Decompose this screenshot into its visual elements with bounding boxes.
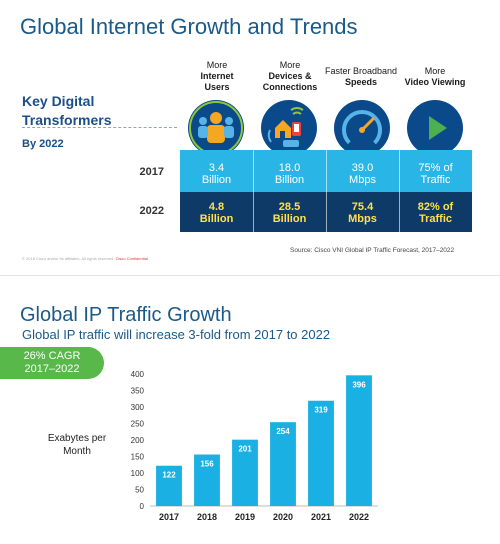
stat-unit: Billion <box>272 213 307 225</box>
bar-value-label: 156 <box>200 460 214 469</box>
chart-layer: 0 50 100 150 200 250 300 350 400 122 2017 156 2018 20… <box>131 370 378 522</box>
bar <box>346 375 372 506</box>
dashed-divider <box>22 127 177 128</box>
bar <box>308 400 334 506</box>
y-tick-label: 300 <box>131 403 145 412</box>
bar <box>194 454 220 506</box>
stat-value: 4.8 <box>208 201 225 213</box>
category-header-broadband: Faster Broadband Speeds <box>318 66 404 88</box>
y-tick-label: 350 <box>131 387 145 396</box>
stat-unit: Traffic <box>420 174 451 186</box>
y-tick-label: 400 <box>131 370 145 379</box>
stat-value: 3.4 <box>208 162 225 174</box>
y-axis-label-line: Month <box>63 446 91 457</box>
copyright-text: © 2018 Cisco and/or its affiliates. All … <box>22 256 115 261</box>
key-line: Key Digital <box>22 93 95 109</box>
y-axis-label-line: Exabytes per <box>47 433 107 444</box>
bar-value-label: 396 <box>352 380 366 389</box>
cagr-badge: 26% CAGR 2017–2022 <box>0 347 104 379</box>
stat-cell-2022-broadband: 75.4 Mbps <box>326 201 399 225</box>
category-header-line: Faster Broadband <box>324 66 398 76</box>
column-divider <box>399 150 400 232</box>
category-header-line: Video Viewing <box>404 77 466 87</box>
stat-cell-2017-devices: 18.0 Billion <box>253 162 326 186</box>
stat-value: 18.0 <box>278 162 301 174</box>
category-header-line: Speeds <box>344 77 377 87</box>
y-tick-label: 250 <box>131 420 145 429</box>
copyright-footer: © 2018 Cisco and/or its affiliates. All … <box>22 256 148 261</box>
column-divider <box>253 150 254 232</box>
category-header-line: Internet <box>200 71 234 81</box>
stat-cell-2022-users: 4.8 Billion <box>180 201 253 225</box>
stat-unit: Traffic <box>418 213 452 225</box>
stat-unit: Billion <box>201 174 232 186</box>
cagr-rate: 26% CAGR <box>23 350 81 362</box>
stat-unit: Mbps <box>349 174 376 186</box>
category-header-line: Users <box>204 82 230 92</box>
stat-value: 75% of <box>418 162 453 174</box>
column-divider <box>326 150 327 232</box>
bar <box>156 465 182 506</box>
y-axis-label: Exabytes per Month <box>32 432 122 458</box>
key-line: Transformers <box>22 112 112 128</box>
category-header-video: More Video Viewing <box>398 66 472 88</box>
category-header-users: More Internet Users <box>180 60 254 93</box>
devices-icon <box>261 100 317 156</box>
stat-unit: Billion <box>199 213 234 225</box>
category-header-devices: More Devices & Connections <box>253 60 327 93</box>
by-year-label: By 2022 <box>22 138 64 150</box>
stat-cell-2017-users: 3.4 Billion <box>180 162 253 186</box>
bar <box>232 439 258 506</box>
bar-value-label: 254 <box>276 427 290 436</box>
bar-value-label: 319 <box>314 406 328 415</box>
bar-value-label: 122 <box>162 471 176 480</box>
speedometer-icon <box>334 100 390 156</box>
x-tick-label: 2018 <box>197 512 217 522</box>
stat-unit: Mbps <box>348 213 377 225</box>
x-tick-label: 2022 <box>349 512 369 522</box>
bar-value-label: 201 <box>238 445 252 454</box>
stat-cell-2022-video: 82% of Traffic <box>399 201 472 225</box>
x-tick-label: 2021 <box>311 512 331 522</box>
user-icon <box>188 100 244 156</box>
slide2-subtitle: Global IP traffic will increase 3-fold f… <box>22 327 331 342</box>
slide1-title: Global Internet Growth and Trends <box>20 14 358 39</box>
category-header-line: More <box>206 60 228 70</box>
confidential-label: Cisco Confidential <box>115 256 148 261</box>
play-icon <box>407 100 463 156</box>
stat-cell-2017-broadband: 39.0 Mbps <box>326 162 399 186</box>
stat-value: 39.0 <box>351 162 374 174</box>
stat-value: 75.4 <box>351 201 374 213</box>
category-header-line: More <box>279 60 301 70</box>
slide-divider <box>0 275 500 276</box>
y-tick-label: 50 <box>135 486 144 495</box>
y-tick-label: 100 <box>131 469 145 478</box>
x-tick-label: 2020 <box>273 512 293 522</box>
category-header-line: Connections <box>262 82 318 92</box>
y-tick-label: 0 <box>140 502 145 511</box>
stat-cell-2022-devices: 28.5 Billion <box>253 201 326 225</box>
stat-unit: Billion <box>274 174 305 186</box>
key-digital-transformers: Key Digital Transformers <box>22 92 142 130</box>
row-year-2022: 2022 <box>139 205 164 217</box>
x-tick-label: 2017 <box>159 512 179 522</box>
row-year-2017: 2017 <box>139 166 164 178</box>
x-tick-label: 2019 <box>235 512 255 522</box>
source-note: Source: Cisco VNI Global IP Traffic Fore… <box>290 247 455 254</box>
y-tick-label: 150 <box>131 453 145 462</box>
category-header-line: Devices & <box>268 71 312 81</box>
slide2-title: Global IP Traffic Growth <box>20 304 232 326</box>
bar <box>270 422 296 506</box>
category-header-line: More <box>424 66 446 76</box>
y-tick-label: 200 <box>131 436 145 445</box>
stat-cell-2017-video: 75% of Traffic <box>399 162 472 186</box>
cagr-period: 2017–2022 <box>24 363 80 375</box>
stat-value: 28.5 <box>278 201 301 213</box>
stat-value: 82% of <box>417 201 454 213</box>
